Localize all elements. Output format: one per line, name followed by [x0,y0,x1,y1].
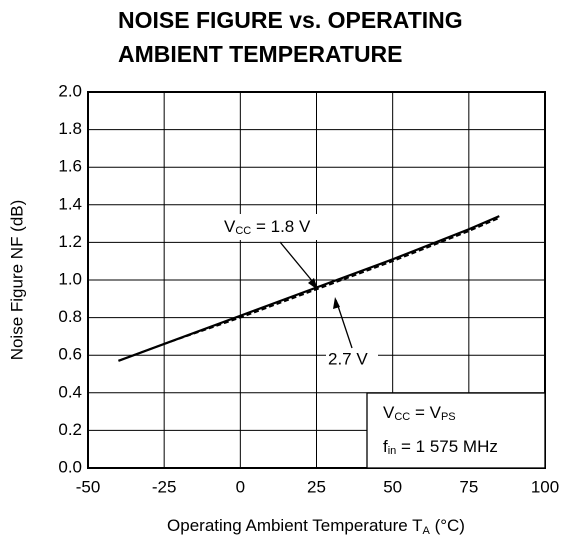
label-part: = [251,217,270,236]
x-label-part: A [423,525,431,537]
x-tick-label: 75 [459,477,478,496]
plot-frame [87,91,546,469]
note-part: PS [441,411,456,423]
chart-title: AMBIENT TEMPERATURE [118,41,403,67]
series-label: 2.7 V [328,349,368,368]
note-part: CC [394,411,410,423]
y-tick-label: 1.8 [58,119,82,138]
x-tick-label: -50 [76,477,101,496]
series-label: VCC = 1.8 V [224,217,311,236]
arrow [335,299,353,349]
x-axis-label: Operating Ambient Temperature TA (°C) [167,516,465,536]
note-part: in [388,445,397,457]
label-bg [326,348,378,372]
label-part: V [224,217,236,236]
y-tick-label: 0.0 [58,457,82,476]
x-label-part: Operating Ambient Temperature T [167,516,422,535]
y-tick-label: 0.6 [58,345,82,364]
x-tick-label: 0 [236,477,245,496]
y-axis-label: Noise Figure NF (dB) [7,200,26,361]
y-tick-label: 2.0 [58,81,82,100]
note-part: = V [410,403,441,422]
y-tick-label: 1.4 [58,194,82,213]
arrowhead [308,278,318,290]
y-tick-label: 0.2 [58,420,82,439]
y-tick-label: 0.4 [58,382,82,401]
x-tick-label: 25 [307,477,326,496]
x-tick-label: 100 [531,477,559,496]
x-tick-label: -25 [152,477,177,496]
x-tick-label: 50 [383,477,402,496]
y-tick-label: 1.2 [58,232,82,251]
x-label-part: (°C) [430,516,465,535]
label-bg [222,214,334,240]
y-tick-label: 1.0 [58,269,82,288]
note-part: V [383,403,395,422]
arrowhead [333,297,340,309]
y-tick-label: 0.8 [58,307,82,326]
series-line [118,217,500,362]
y-tick-label: 1.6 [58,157,82,176]
label-part: 1.8 V [271,217,311,236]
note-line: VCC = VPS [383,403,456,422]
note-part: = 1 575 MHz [396,437,498,456]
note-box [366,392,546,469]
chart-title: NOISE FIGURE vs. OPERATING [118,7,463,33]
note-line: fin = 1 575 MHz [383,437,498,456]
label-part: CC [235,225,251,237]
note-part: f [383,437,388,456]
